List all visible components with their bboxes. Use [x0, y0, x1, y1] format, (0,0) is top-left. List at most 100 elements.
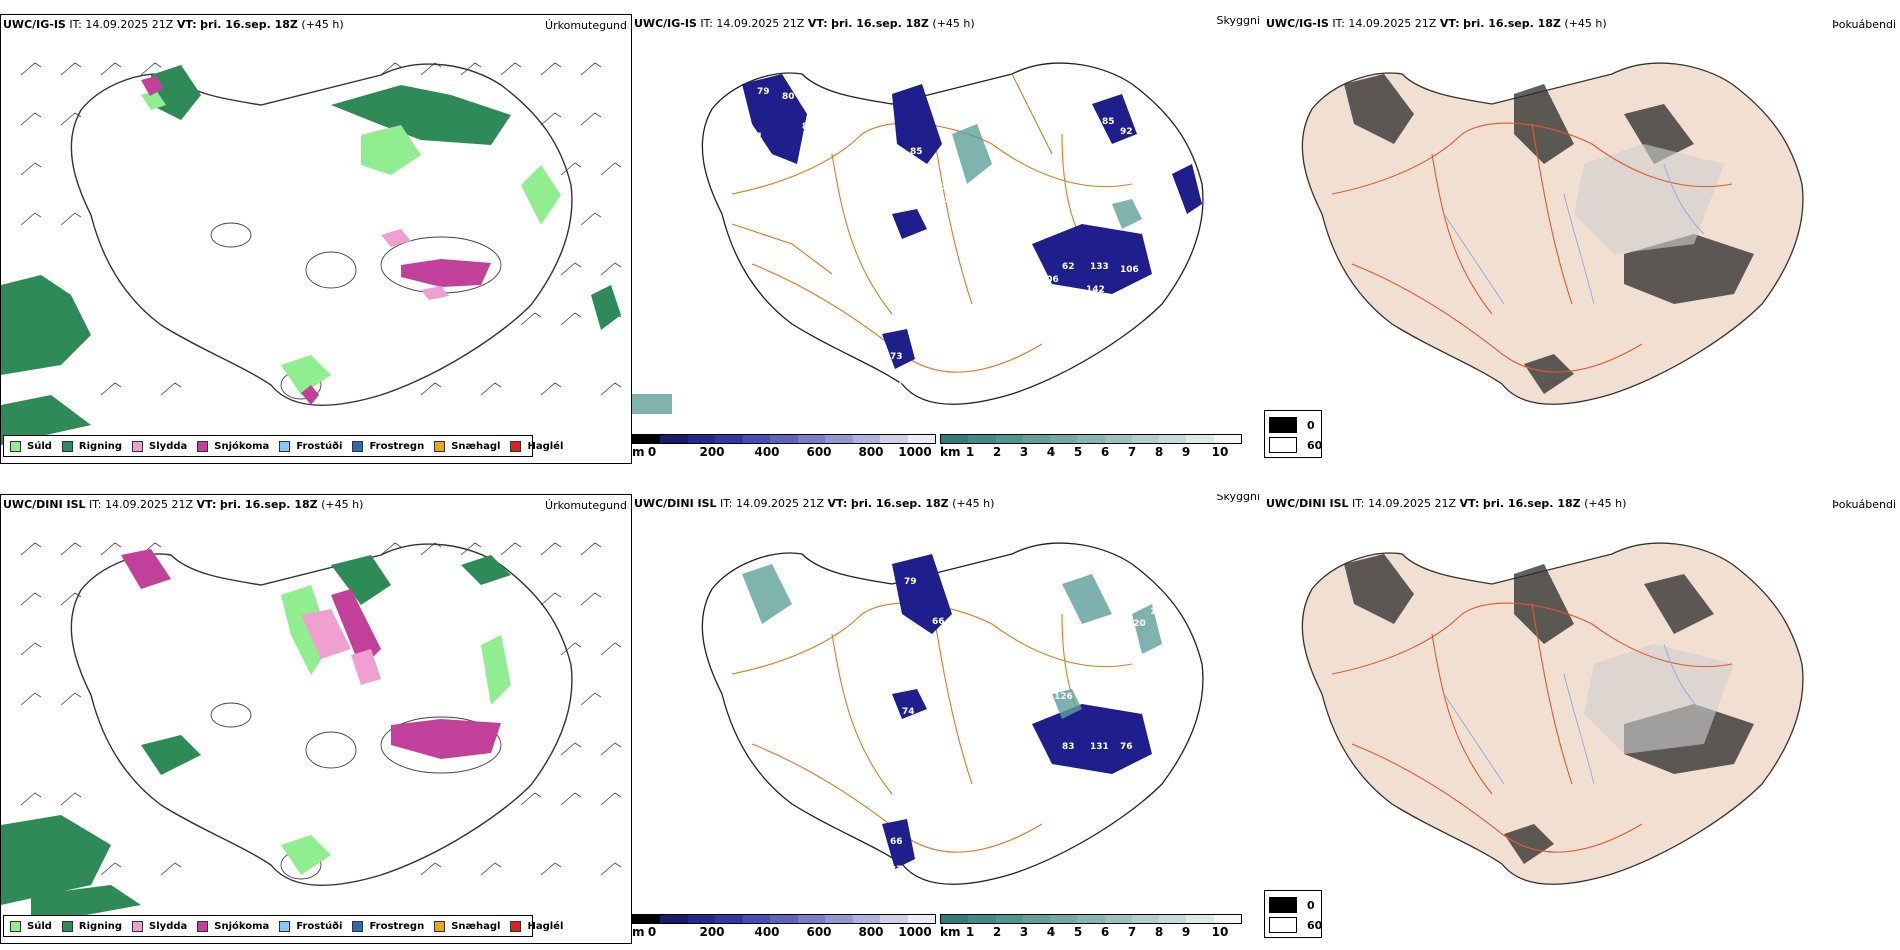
cloud-label: 83: [1062, 742, 1075, 752]
iceland-outline: [70, 543, 573, 886]
visibility-tick: 10: [1211, 445, 1229, 459]
cloud-label: 80: [782, 92, 795, 102]
it-label: IT:: [1332, 17, 1345, 30]
snow-areas: [121, 549, 501, 759]
vt-label: VT:: [827, 497, 848, 510]
visibility-tick: 1: [965, 445, 975, 459]
legend-item-snow: Snjókoma: [197, 920, 269, 932]
drizzle-areas: [141, 90, 561, 395]
precip-map: [1, 62, 622, 445]
visibility-tick: 4: [1046, 445, 1056, 459]
it-value: 14.09.2025 21Z: [716, 17, 805, 30]
model-name: UWC/DINI ISL: [1266, 497, 1349, 510]
snow-areas: [141, 76, 491, 405]
panel-header: UWC/DINI ISL IT: 14.09.2025 21Z VT: þri.…: [1266, 497, 1626, 510]
panel-header: UWC/IG-IS IT: 14.09.2025 21Z VT: þri. 16…: [1266, 17, 1607, 30]
cloud-label: 199: [1062, 772, 1081, 782]
lead-time: (+45 h): [321, 498, 364, 511]
visibility-colorbar: km 1 2 3 4 5 6 7 8 9 10: [940, 914, 1260, 944]
it-value: 14.09.2025 21Z: [1348, 17, 1437, 30]
cloud-panel-top: UWC/IG-IS IT: 14.09.2025 21Z VT: þri. 16…: [632, 14, 1264, 464]
height-tick: 600: [806, 925, 832, 939]
visibility-areas: [742, 564, 1162, 719]
cloud-label: 139: [775, 167, 794, 177]
cloud-label: 62: [1062, 262, 1075, 272]
height-colorbar-strip: [632, 914, 936, 924]
visibility-tick: 10: [1211, 925, 1229, 939]
it-value: 14.09.2025 21Z: [1368, 497, 1457, 510]
glacier-outlines: [210, 702, 502, 880]
height-unit: m: [632, 925, 645, 939]
model-name: UWC/DINI ISL: [634, 497, 717, 510]
wind-barbs: [20, 542, 622, 876]
cloud-label: 106: [1120, 265, 1139, 275]
cloud-label: 106: [1040, 275, 1059, 285]
cloud-label: 87: [1022, 747, 1035, 757]
cloud-label: 92: [1120, 127, 1133, 137]
precip-map: [1, 542, 622, 925]
visibility-unit: km: [940, 445, 961, 459]
legend-item-hail: Haglél: [510, 440, 563, 452]
height-tick: 0: [647, 925, 657, 939]
visibility-tick: 8: [1154, 445, 1164, 459]
panel-title: Þokuábendi: [1832, 18, 1896, 31]
panel-title: Úrkomutegund: [545, 19, 627, 32]
legend-item-freezing-drizzle: Frostúði: [279, 440, 342, 452]
fog-legend-item: 0: [1269, 897, 1315, 913]
height-tick: 200: [699, 925, 725, 939]
visibility-tick: 1: [965, 925, 975, 939]
precip-legend: Súld Rigning Slydda Snjókoma Frostúði Fr…: [3, 435, 563, 457]
height-tick: 1000: [898, 445, 932, 459]
height-tick: 0: [647, 445, 657, 459]
cloud-label: 82: [1022, 267, 1035, 277]
precip-panel-bottom: UWC/DINI ISL IT: 14.09.2025 21Z VT: þri.…: [0, 494, 632, 944]
rain-areas: [1, 555, 511, 925]
height-unit: m: [632, 445, 645, 459]
cloud-label: 101: [744, 132, 763, 142]
height-tick: 400: [754, 925, 780, 939]
visibility-tick: 2: [992, 925, 1002, 939]
iceland-outline: [70, 63, 573, 406]
height-tick: 800: [858, 925, 884, 939]
vt-label: VT:: [176, 18, 197, 31]
cloud-label: 102: [1150, 607, 1169, 617]
low-cloud-areas: [882, 554, 1152, 869]
visibility-tick: 4: [1046, 925, 1056, 939]
fog-halo: [1574, 144, 1724, 254]
vt-label: VT:: [807, 17, 828, 30]
cloud-label: 83: [1027, 99, 1040, 109]
vt-value: þri. 16.sep. 18Z: [831, 17, 929, 30]
panel-header: UWC/IG-IS IT: 14.09.2025 21Z VT: þri. 16…: [3, 18, 344, 31]
cloud-label: 74: [902, 707, 915, 717]
cloud-label: 126: [1054, 692, 1073, 702]
rain-areas: [1, 65, 621, 445]
cloud-label: 76: [1120, 742, 1133, 752]
legend-item-sleet: Slydda: [132, 920, 187, 932]
cloud-label: 20: [926, 167, 939, 177]
vt-value: þri. 16.sep. 18Z: [850, 497, 949, 510]
legend-item-drizzle: Súld: [10, 440, 52, 452]
fog-legend-bottom: 0 60: [1264, 890, 1322, 938]
fog-map: [1301, 62, 1804, 405]
panel-header: UWC/IG-IS IT: 14.09.2025 21Z VT: þri. 16…: [634, 17, 975, 30]
visibility-tick: 5: [1073, 445, 1083, 459]
panel-title: Skyggni: [1216, 14, 1260, 27]
it-label: IT:: [1352, 497, 1365, 510]
fog-halo: [1584, 644, 1734, 754]
cloud-label: 142: [1086, 285, 1105, 295]
fog-legend-item: 60: [1269, 917, 1322, 933]
precip-legend: Súld Rigning Slydda Snjókoma Frostúði Fr…: [3, 915, 563, 937]
precip-panel-top: UWC/IG-IS IT: 14.09.2025 21Z VT: þri. 16…: [0, 14, 632, 464]
visibility-tick: 9: [1181, 445, 1191, 459]
fog-legend-top: 0 60: [1264, 410, 1322, 458]
cloud-panel-bottom: UWC/DINI ISL IT: 14.09.2025 21Z VT: þri.…: [632, 494, 1264, 944]
model-name: UWC/DINI ISL: [3, 498, 86, 511]
cloud-label: 37: [890, 865, 903, 875]
sleet-areas: [381, 229, 449, 300]
it-label: IT:: [700, 17, 713, 30]
cloud-label: 85: [910, 147, 923, 157]
fog-legend-item: 0: [1269, 417, 1315, 433]
height-tick: 600: [806, 445, 832, 459]
it-label: IT:: [69, 18, 82, 31]
panel-header: UWC/DINI ISL IT: 14.09.2025 21Z VT: þri.…: [634, 497, 994, 510]
